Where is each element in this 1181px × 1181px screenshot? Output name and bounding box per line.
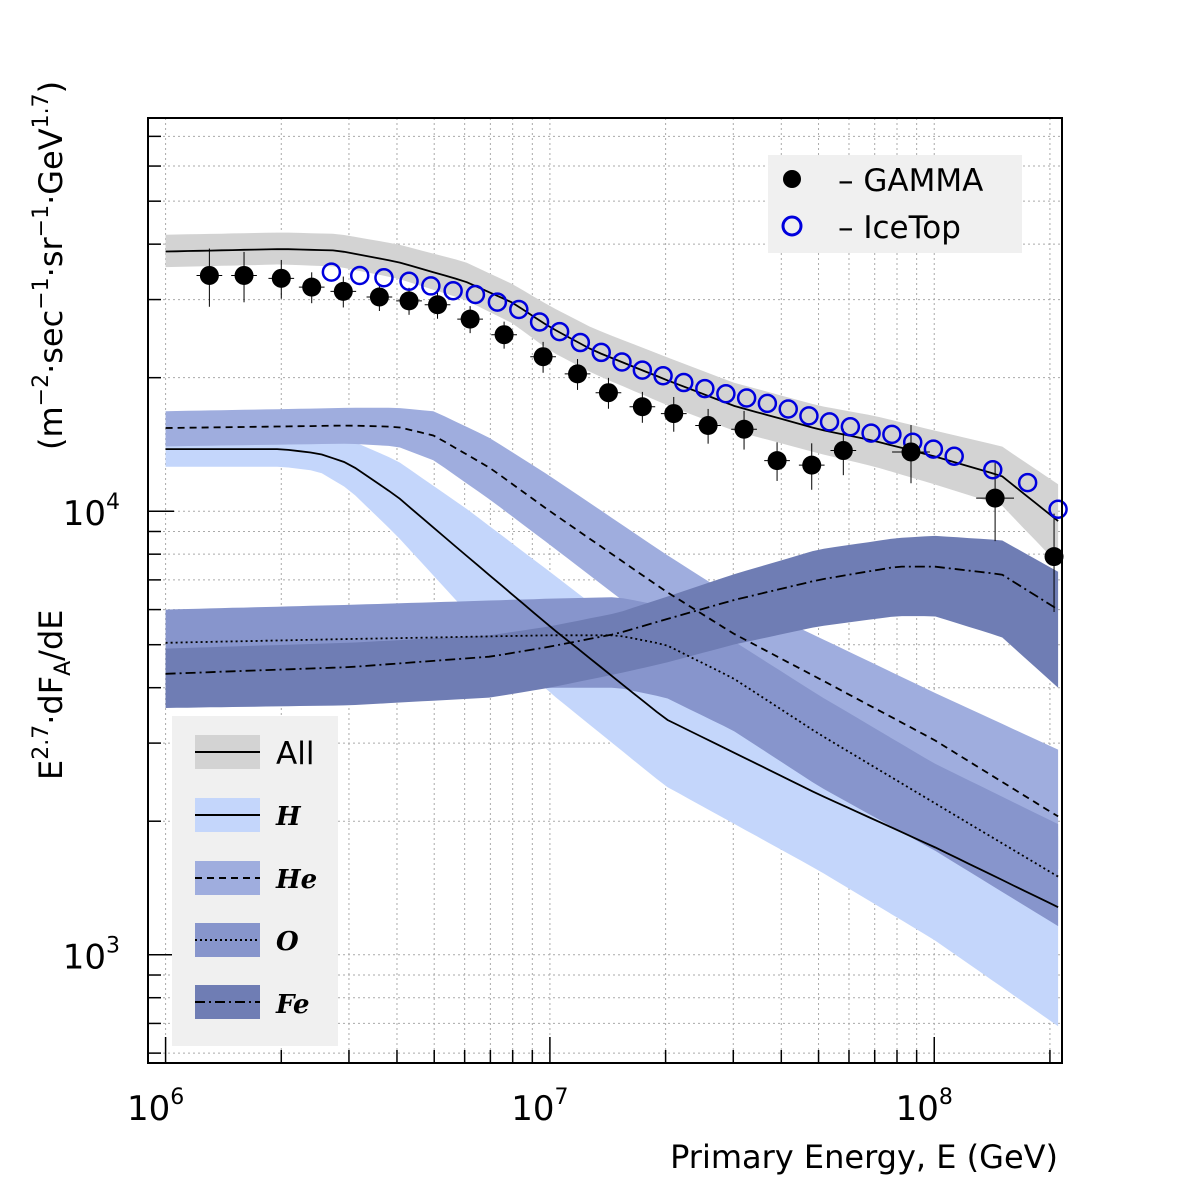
gamma-point <box>533 347 553 367</box>
gamma-point <box>734 419 754 439</box>
legend-label-h: H <box>275 802 302 832</box>
icetop-point <box>923 439 944 459</box>
curve-fe <box>165 565 1059 675</box>
x-axis-title: Primary Energy, E (GeV) <box>670 1138 1058 1176</box>
icetop-point <box>349 265 370 286</box>
icetop-point <box>570 332 591 353</box>
x-tick-labels: 106 107 108 <box>127 1085 953 1129</box>
gamma-point <box>767 451 787 471</box>
gamma-point <box>802 455 822 475</box>
icetop-point <box>1017 472 1038 493</box>
icetop-point <box>487 292 508 312</box>
plot-frame <box>147 117 1063 1064</box>
icetop-point <box>882 424 902 445</box>
icetop-point <box>374 267 394 288</box>
y-axis-title: E2.7·dFA/dE (m−2·sec−1·sr−1·GeV1.7) <box>29 81 76 780</box>
icetop-point <box>757 393 778 414</box>
legend-band-he <box>195 861 260 895</box>
points-legend: – GAMMA – IceTop <box>768 155 1022 253</box>
legend-label-fe: Fe <box>275 990 310 1020</box>
icetop-point <box>632 360 653 380</box>
gamma-point <box>664 404 684 424</box>
y-tick-labels: 103 104 <box>63 490 120 978</box>
icetop-point <box>321 262 342 282</box>
icetop-point <box>944 446 964 467</box>
curve-he <box>165 424 1059 818</box>
icetop-point <box>736 388 757 408</box>
axis-ticks <box>147 135 1051 1063</box>
gamma-point <box>698 416 718 436</box>
gamma-point <box>234 265 254 285</box>
icetop-point <box>529 312 550 332</box>
gamma-point <box>1044 547 1064 567</box>
icetop-point <box>778 399 798 419</box>
gamma-point <box>428 295 448 315</box>
x-tick-label: 107 <box>511 1085 568 1129</box>
gamma-point <box>271 268 291 288</box>
gamma-point <box>568 364 588 384</box>
x-tick-label: 108 <box>896 1085 953 1129</box>
icetop-point <box>653 366 673 386</box>
svg-text:(m−2·sec−1·sr−1·GeV1.7): (m−2·sec−1·sr−1·GeV1.7) <box>29 81 70 450</box>
icetop-point <box>549 321 570 342</box>
gamma-point <box>369 287 389 307</box>
icetop-point <box>443 281 463 301</box>
gamma-point <box>833 441 853 461</box>
gamma-point <box>494 325 514 345</box>
icetop-legend-label: – IceTop <box>838 210 961 246</box>
icetop-point <box>695 378 715 399</box>
legend-label-he: He <box>275 865 317 895</box>
icetop-point <box>819 412 840 432</box>
data-points <box>196 248 1068 613</box>
gamma-point <box>199 265 219 285</box>
y-tick-label: 103 <box>63 934 120 978</box>
icetop-point <box>1048 499 1068 520</box>
band-h <box>165 430 1059 1027</box>
gamma-point <box>901 442 921 462</box>
icetop-point <box>983 460 1003 480</box>
gamma-legend-marker <box>783 170 801 188</box>
icetop-point <box>840 417 861 437</box>
curve-h <box>165 448 1059 909</box>
gamma-point <box>399 291 419 311</box>
x-tick-label: 106 <box>127 1085 184 1129</box>
gamma-point <box>985 488 1005 508</box>
gamma-point <box>333 281 353 301</box>
icetop-point <box>674 372 694 393</box>
gamma-legend-label: – GAMMA <box>838 163 983 199</box>
icetop-point <box>799 406 819 426</box>
legend-label-o: O <box>276 927 299 957</box>
svg-text:E2.7·dFA/dE: E2.7·dFA/dE <box>29 610 76 780</box>
gamma-point <box>632 397 652 417</box>
icetop-point <box>716 383 736 404</box>
icetop-legend-marker <box>781 215 803 237</box>
band-legend: All H He O Fe <box>172 716 338 1046</box>
icetop-point <box>509 299 529 320</box>
gamma-point <box>460 309 480 329</box>
icetop-point <box>861 423 881 443</box>
icetop-point <box>421 276 441 296</box>
points-legend-box <box>768 155 1022 253</box>
icetop-point <box>612 352 632 372</box>
icetop-point <box>591 342 611 363</box>
gamma-point <box>598 383 618 403</box>
gamma-point <box>302 277 322 297</box>
model-curves <box>165 248 1059 909</box>
icetop-point <box>465 284 486 305</box>
legend-label-all: All <box>276 736 314 772</box>
icetop-point <box>399 271 419 291</box>
y-tick-label: 104 <box>63 490 120 534</box>
